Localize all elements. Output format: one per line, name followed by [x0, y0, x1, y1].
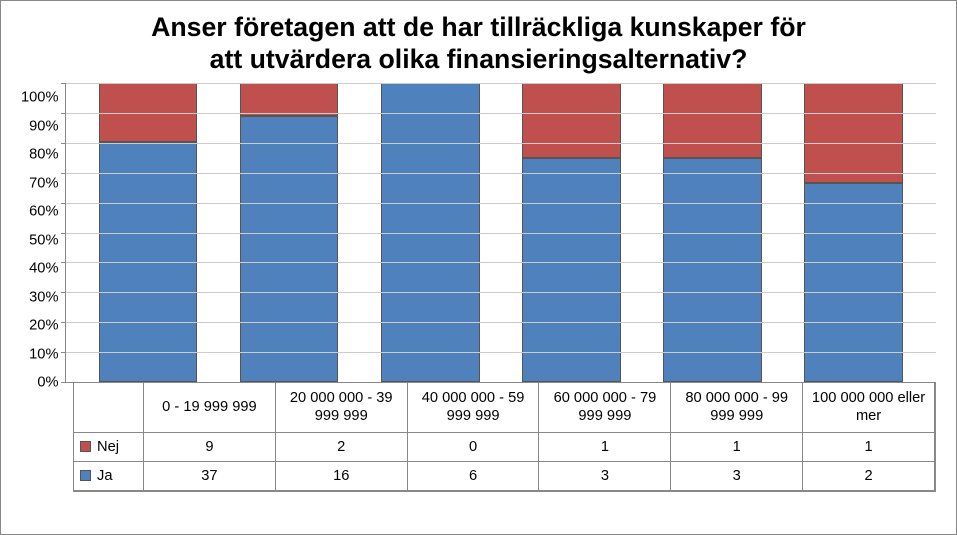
legend-label: Ja	[97, 468, 112, 484]
y-tick-label: 70%	[29, 176, 58, 191]
bar-segment-ja	[663, 158, 762, 382]
grid-line	[66, 292, 937, 293]
y-tick-label: 40%	[29, 262, 58, 277]
y-tick-mark	[61, 203, 66, 204]
y-tick-mark	[61, 143, 66, 144]
grid-line	[66, 83, 937, 84]
title-line-2: att utvärdera olika finansieringsalterna…	[210, 44, 748, 74]
table-column-header: 100 000 000 eller mer	[803, 383, 935, 433]
table-column-header: 60 000 000 - 79 999 999	[539, 383, 671, 433]
legend-swatch	[80, 441, 91, 452]
y-tick-mark	[61, 173, 66, 174]
table-column-header: 40 000 000 - 59 999 999	[408, 383, 540, 433]
table-cell: 2	[276, 433, 408, 462]
y-tick-mark	[61, 292, 66, 293]
y-tick-mark	[61, 382, 66, 383]
legend-cell-nej: Nej	[74, 433, 144, 462]
y-tick-mark	[61, 262, 66, 263]
y-tick-label: 50%	[29, 233, 58, 248]
grid-line	[66, 233, 937, 234]
chart-body: 100%90%80%70%60%50%40%30%20%10%0%	[21, 83, 936, 383]
table-cell: 9	[144, 433, 276, 462]
table-cell: 6	[408, 462, 540, 491]
legend-cell-ja: Ja	[74, 462, 144, 491]
legend-label: Nej	[97, 439, 119, 455]
grid-line	[66, 352, 937, 353]
plot-area	[65, 83, 937, 383]
grid-line	[66, 203, 937, 204]
legend-swatch	[80, 470, 91, 481]
y-tick-label: 0%	[37, 376, 58, 391]
y-tick-mark	[61, 113, 66, 114]
table-cell: 16	[276, 462, 408, 491]
grid-line	[66, 173, 937, 174]
table-cell: 1	[671, 433, 803, 462]
table-cell: 37	[144, 462, 276, 491]
y-tick-label: 30%	[29, 290, 58, 305]
y-tick-label: 80%	[29, 147, 58, 162]
y-tick-mark	[61, 233, 66, 234]
table-cell: 1	[539, 433, 671, 462]
table-corner-cell	[74, 383, 144, 433]
y-tick-label: 10%	[29, 347, 58, 362]
chart-container: Anser företagen att de har tillräckliga …	[0, 0, 957, 535]
y-tick-mark	[61, 352, 66, 353]
table-cell: 0	[408, 433, 540, 462]
bar-segment-nej	[522, 83, 621, 158]
table-cell: 3	[539, 462, 671, 491]
y-tick-mark	[61, 322, 66, 323]
y-tick-label: 100%	[21, 90, 59, 105]
table-cell: 3	[671, 462, 803, 491]
y-tick-label: 90%	[29, 119, 58, 134]
y-tick-label: 20%	[29, 319, 58, 334]
chart-title: Anser företagen att de har tillräckliga …	[21, 11, 936, 75]
grid-line	[66, 143, 937, 144]
table-cell: 1	[803, 433, 935, 462]
bar-segment-ja	[240, 116, 339, 382]
grid-line	[66, 262, 937, 263]
data-table: 0 - 19 999 99920 000 000 - 39 999 99940 …	[73, 383, 936, 492]
bar-segment-ja	[522, 158, 621, 382]
bar-segment-nej	[240, 83, 339, 116]
y-axis: 100%90%80%70%60%50%40%30%20%10%0%	[21, 83, 65, 383]
y-tick-mark	[61, 83, 66, 84]
grid-line	[66, 322, 937, 323]
bar-segment-nej	[804, 83, 903, 183]
bar-segment-nej	[663, 83, 762, 158]
grid-line	[66, 113, 937, 114]
y-tick-label: 60%	[29, 204, 58, 219]
table-column-header: 80 000 000 - 99 999 999	[671, 383, 803, 433]
table-column-header: 20 000 000 - 39 999 999	[276, 383, 408, 433]
table-cell: 2	[803, 462, 935, 491]
title-line-1: Anser företagen att de har tillräckliga …	[151, 12, 806, 42]
table-column-header: 0 - 19 999 999	[144, 383, 276, 433]
